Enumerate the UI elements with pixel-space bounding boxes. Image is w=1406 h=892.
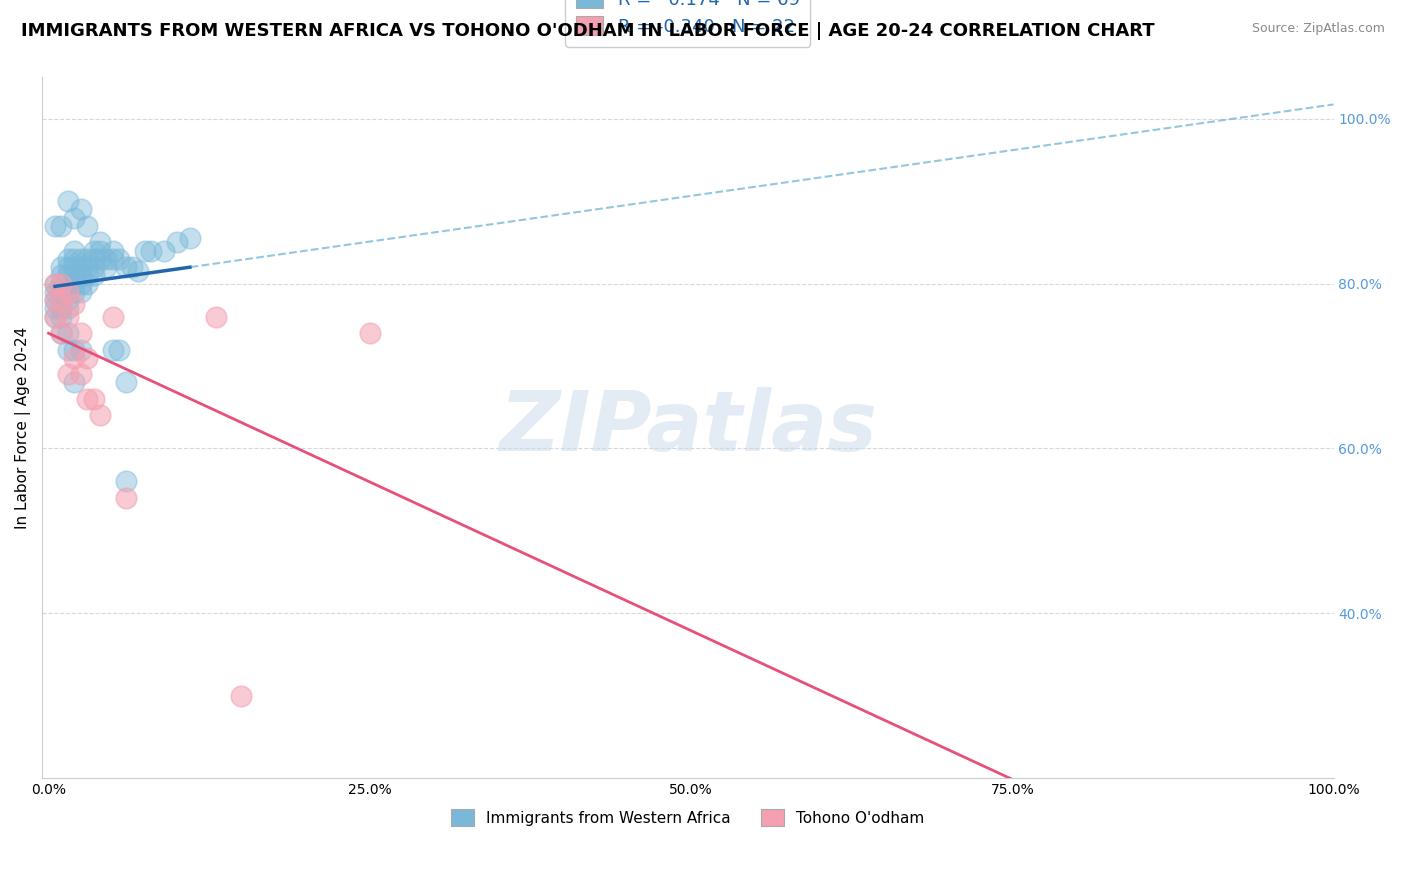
Point bbox=[56, 368, 79, 382]
Point bbox=[101, 343, 124, 357]
Point bbox=[114, 491, 136, 505]
Point bbox=[44, 285, 66, 299]
Point bbox=[44, 277, 66, 291]
Point bbox=[56, 301, 79, 316]
Point bbox=[56, 285, 79, 299]
Point bbox=[69, 202, 91, 217]
Point bbox=[51, 310, 73, 324]
Point bbox=[76, 277, 98, 291]
Point bbox=[89, 409, 111, 423]
Point bbox=[69, 260, 91, 274]
Point bbox=[44, 293, 66, 307]
Point bbox=[76, 392, 98, 406]
Point bbox=[56, 285, 79, 299]
Point bbox=[56, 277, 79, 291]
Point bbox=[63, 277, 86, 291]
Point bbox=[83, 260, 105, 274]
Point bbox=[83, 268, 105, 283]
Point bbox=[179, 231, 201, 245]
Point bbox=[76, 268, 98, 283]
Point bbox=[63, 351, 86, 365]
Point bbox=[69, 326, 91, 340]
Point bbox=[114, 260, 136, 274]
Point bbox=[56, 252, 79, 266]
Point bbox=[63, 260, 86, 274]
Point bbox=[141, 244, 163, 258]
Point bbox=[166, 235, 188, 250]
Point bbox=[134, 244, 156, 258]
Point bbox=[204, 310, 226, 324]
Point bbox=[63, 244, 86, 258]
Point bbox=[101, 310, 124, 324]
Point bbox=[96, 252, 118, 266]
Legend: Immigrants from Western Africa, Tohono O'odham: Immigrants from Western Africa, Tohono O… bbox=[443, 802, 932, 834]
Text: ZIPatlas: ZIPatlas bbox=[499, 387, 877, 468]
Point bbox=[76, 252, 98, 266]
Point bbox=[56, 326, 79, 340]
Point bbox=[89, 252, 111, 266]
Point bbox=[63, 297, 86, 311]
Point bbox=[69, 368, 91, 382]
Point bbox=[127, 264, 149, 278]
Point bbox=[96, 260, 118, 274]
Y-axis label: In Labor Force | Age 20-24: In Labor Force | Age 20-24 bbox=[15, 326, 31, 529]
Point bbox=[44, 219, 66, 233]
Point bbox=[44, 301, 66, 316]
Point bbox=[153, 244, 176, 258]
Point bbox=[44, 310, 66, 324]
Point bbox=[51, 268, 73, 283]
Point bbox=[51, 293, 73, 307]
Point bbox=[69, 343, 91, 357]
Point bbox=[83, 252, 105, 266]
Point bbox=[51, 277, 73, 291]
Point bbox=[69, 252, 91, 266]
Point bbox=[56, 343, 79, 357]
Point bbox=[83, 392, 105, 406]
Point bbox=[56, 293, 79, 307]
Point bbox=[101, 252, 124, 266]
Point bbox=[101, 244, 124, 258]
Point bbox=[121, 260, 143, 274]
Point bbox=[51, 285, 73, 299]
Point bbox=[359, 326, 381, 340]
Point bbox=[63, 376, 86, 390]
Point bbox=[56, 310, 79, 324]
Point bbox=[51, 219, 73, 233]
Point bbox=[51, 301, 73, 316]
Point bbox=[56, 260, 79, 274]
Point bbox=[63, 343, 86, 357]
Point bbox=[231, 689, 253, 703]
Point bbox=[69, 268, 91, 283]
Point bbox=[69, 285, 91, 299]
Text: Source: ZipAtlas.com: Source: ZipAtlas.com bbox=[1251, 22, 1385, 36]
Text: IMMIGRANTS FROM WESTERN AFRICA VS TOHONO O'ODHAM IN LABOR FORCE | AGE 20-24 CORR: IMMIGRANTS FROM WESTERN AFRICA VS TOHONO… bbox=[21, 22, 1154, 40]
Point bbox=[63, 211, 86, 225]
Point bbox=[76, 351, 98, 365]
Point bbox=[83, 244, 105, 258]
Point bbox=[51, 260, 73, 274]
Point bbox=[51, 277, 73, 291]
Point bbox=[114, 475, 136, 489]
Point bbox=[63, 252, 86, 266]
Point bbox=[63, 285, 86, 299]
Point bbox=[114, 376, 136, 390]
Point bbox=[63, 268, 86, 283]
Point bbox=[89, 235, 111, 250]
Point bbox=[89, 244, 111, 258]
Point bbox=[44, 277, 66, 291]
Point bbox=[51, 326, 73, 340]
Point bbox=[56, 194, 79, 208]
Point bbox=[56, 268, 79, 283]
Point bbox=[44, 310, 66, 324]
Point bbox=[108, 343, 131, 357]
Point bbox=[44, 293, 66, 307]
Point bbox=[76, 219, 98, 233]
Point bbox=[76, 260, 98, 274]
Point bbox=[51, 293, 73, 307]
Point bbox=[108, 252, 131, 266]
Point bbox=[69, 277, 91, 291]
Point bbox=[51, 326, 73, 340]
